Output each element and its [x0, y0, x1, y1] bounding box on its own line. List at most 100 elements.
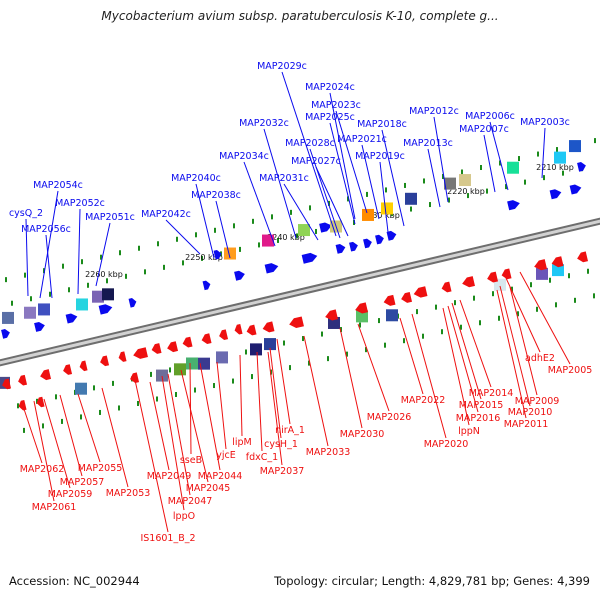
forward-gene-label[interactable]: MAP2056c — [21, 224, 71, 235]
forward-gene-arrow[interactable] — [375, 234, 385, 245]
feature-box[interactable] — [507, 161, 519, 174]
forward-gene-label[interactable]: MAP2021c — [337, 134, 387, 145]
forward-gene-label[interactable]: MAP2006c — [465, 111, 515, 122]
forward-gene-arrow[interactable] — [319, 221, 333, 233]
forward-gene-label[interactable]: MAP2023c — [311, 100, 361, 111]
reverse-gene-label[interactable]: MAP2057 — [60, 477, 105, 488]
feature-box[interactable] — [494, 278, 506, 291]
reverse-gene-arrow[interactable] — [261, 321, 275, 333]
reverse-gene-arrow[interactable] — [132, 347, 148, 360]
forward-gene-label[interactable]: MAP2040c — [171, 173, 221, 184]
forward-gene-label[interactable]: MAP2042c — [141, 209, 191, 220]
reverse-gene-arrow[interactable] — [1, 378, 12, 391]
reverse-gene-arrow[interactable] — [62, 364, 73, 376]
forward-gene-label[interactable]: MAP2031c — [259, 173, 309, 184]
reverse-gene-arrow[interactable] — [288, 316, 304, 329]
feature-box[interactable] — [405, 192, 417, 205]
forward-gene-label[interactable]: MAP2052c — [55, 198, 105, 209]
feature-box[interactable] — [156, 369, 168, 382]
reverse-gene-label[interactable]: MAP2020 — [424, 439, 469, 450]
feature-box[interactable] — [216, 351, 228, 364]
forward-gene-label[interactable]: MAP2051c — [85, 212, 135, 223]
reverse-gene-arrow[interactable] — [78, 360, 88, 372]
forward-gene-arrow[interactable] — [349, 241, 359, 252]
reverse-gene-label[interactable]: MAP2037 — [260, 466, 305, 477]
reverse-gene-label[interactable]: MAP2026 — [367, 412, 412, 423]
reverse-gene-label[interactable]: MAP2059 — [48, 489, 93, 500]
forward-gene-arrow[interactable] — [335, 243, 347, 254]
forward-gene-arrow[interactable] — [363, 238, 373, 249]
feature-box[interactable] — [362, 208, 374, 221]
reverse-gene-arrow[interactable] — [117, 351, 127, 362]
forward-gene-arrow[interactable] — [386, 230, 398, 241]
reverse-gene-arrow[interactable] — [150, 343, 162, 355]
feature-box[interactable] — [102, 288, 114, 301]
reverse-gene-label[interactable]: MAP2047 — [168, 496, 213, 507]
reverse-gene-arrow[interactable] — [200, 333, 212, 345]
reverse-gene-arrow[interactable] — [39, 369, 52, 381]
reverse-gene-label[interactable]: MAP2015 — [459, 400, 504, 411]
reverse-gene-label[interactable]: MAP2030 — [340, 429, 385, 440]
reverse-gene-label[interactable]: MAP2045 — [186, 483, 231, 494]
feature-box[interactable] — [554, 151, 566, 164]
feature-box[interactable] — [298, 224, 310, 237]
feature-box[interactable] — [381, 202, 393, 215]
reverse-gene-arrow[interactable] — [245, 324, 257, 337]
feature-box[interactable] — [38, 303, 50, 316]
feature-box[interactable] — [552, 264, 564, 277]
reverse-gene-arrow[interactable] — [35, 396, 45, 408]
forward-gene-label[interactable]: MAP2024c — [305, 82, 355, 93]
reverse-gene-label[interactable]: MAP2044 — [198, 471, 243, 482]
reverse-gene-label[interactable]: lppO — [173, 511, 195, 522]
feature-box[interactable] — [174, 363, 186, 376]
reverse-gene-arrow[interactable] — [440, 281, 452, 294]
reverse-gene-arrow[interactable] — [461, 276, 475, 288]
feature-box[interactable] — [75, 382, 87, 395]
reverse-gene-label[interactable]: nirA_1 — [275, 425, 305, 436]
reverse-gene-label[interactable]: MAP2016 — [456, 413, 501, 424]
reverse-gene-label[interactable]: yjcE — [216, 450, 236, 461]
reverse-gene-label[interactable]: MAP2014 — [469, 388, 514, 399]
feature-box[interactable] — [264, 338, 276, 351]
reverse-gene-arrow[interactable] — [129, 372, 140, 384]
feature-box[interactable] — [2, 311, 14, 324]
forward-gene-label[interactable]: MAP2012c — [409, 106, 459, 117]
reverse-gene-label[interactable]: lipM — [232, 437, 252, 448]
reverse-gene-arrow[interactable] — [400, 291, 413, 304]
reverse-gene-label[interactable]: MAP2009 — [515, 396, 560, 407]
forward-gene-label[interactable]: MAP2018c — [357, 119, 407, 130]
reverse-gene-arrow[interactable] — [413, 286, 428, 299]
forward-gene-label[interactable]: cysQ_2 — [9, 208, 43, 219]
forward-gene-label[interactable]: MAP2032c — [239, 118, 289, 129]
feature-box[interactable] — [459, 174, 471, 187]
feature-box[interactable] — [92, 290, 104, 303]
forward-gene-arrow[interactable] — [1, 328, 11, 339]
feature-box[interactable] — [24, 306, 36, 319]
reverse-gene-label[interactable]: MAP2053 — [106, 488, 151, 499]
forward-gene-arrow[interactable] — [98, 303, 114, 315]
reverse-gene-arrow[interactable] — [324, 309, 338, 321]
forward-gene-arrow[interactable] — [202, 280, 212, 291]
reverse-gene-label[interactable]: MAP2061 — [32, 502, 77, 513]
forward-gene-label[interactable]: MAP2003c — [520, 117, 570, 128]
reverse-gene-label[interactable]: lppN — [458, 426, 480, 437]
forward-gene-label[interactable]: MAP2038c — [191, 190, 241, 201]
forward-gene-arrow[interactable] — [234, 270, 246, 281]
forward-gene-label[interactable]: MAP2025c — [305, 112, 355, 123]
reverse-gene-arrow[interactable] — [500, 268, 512, 280]
forward-gene-label[interactable]: MAP2013c — [403, 138, 453, 149]
reverse-gene-arrow[interactable] — [181, 336, 193, 349]
reverse-gene-arrow[interactable] — [550, 256, 564, 268]
feature-box[interactable] — [569, 140, 581, 153]
reverse-gene-label[interactable]: cysH_1 — [264, 439, 298, 450]
forward-gene-label[interactable]: MAP2019c — [355, 151, 405, 162]
forward-gene-arrow[interactable] — [264, 262, 280, 274]
feature-box[interactable] — [76, 298, 88, 311]
forward-gene-arrow[interactable] — [128, 297, 138, 308]
forward-gene-label[interactable]: MAP2007c — [459, 124, 509, 135]
reverse-gene-arrow[interactable] — [576, 251, 589, 263]
forward-gene-arrow[interactable] — [549, 188, 563, 200]
reverse-gene-label[interactable]: MAP2022 — [401, 395, 446, 406]
reverse-gene-label[interactable]: MAP2049 — [147, 471, 192, 482]
